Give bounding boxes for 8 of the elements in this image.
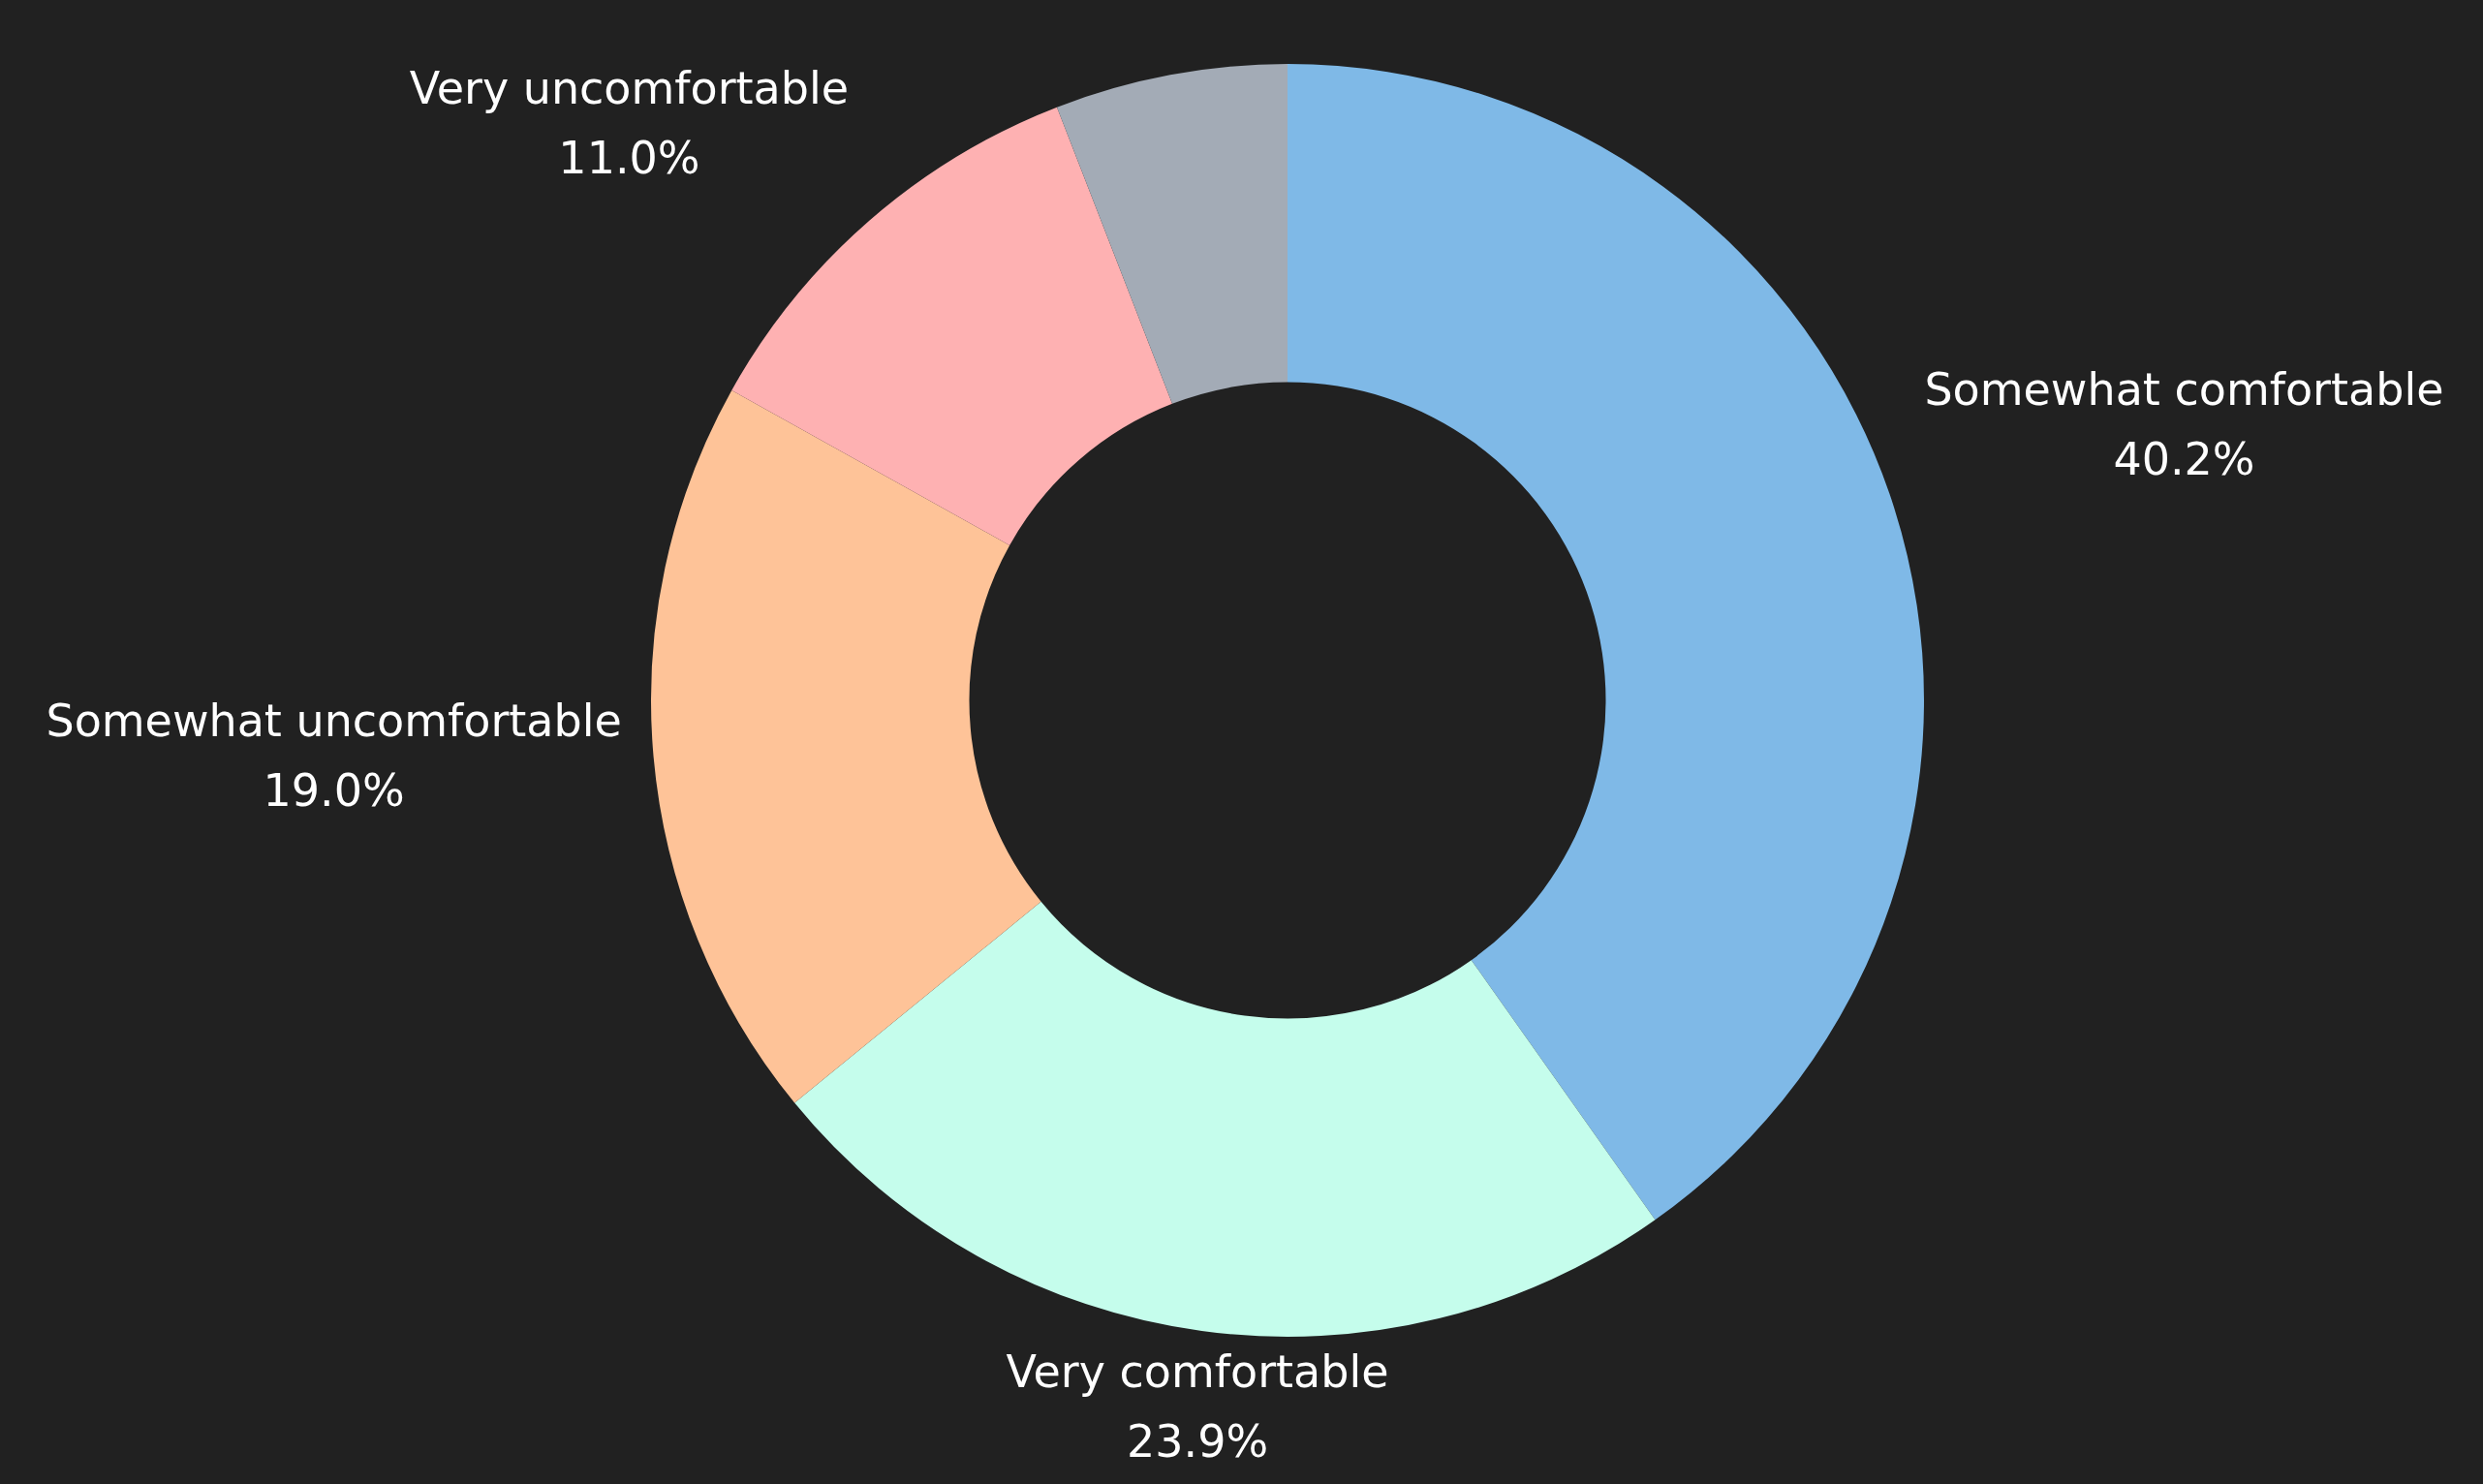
slice-label: Somewhat uncomfortable (46, 694, 622, 747)
data-label: 19.0% (263, 763, 405, 817)
slice-label: Very comfortable (1006, 1345, 1389, 1398)
slice-label: Very uncomfortable (409, 61, 850, 114)
data-label: 23.9% (1127, 1414, 1269, 1468)
slice-label: Somewhat comfortable (1924, 362, 2444, 416)
data-label: 11.0% (558, 131, 700, 184)
data-label: 40.2% (2113, 432, 2255, 485)
